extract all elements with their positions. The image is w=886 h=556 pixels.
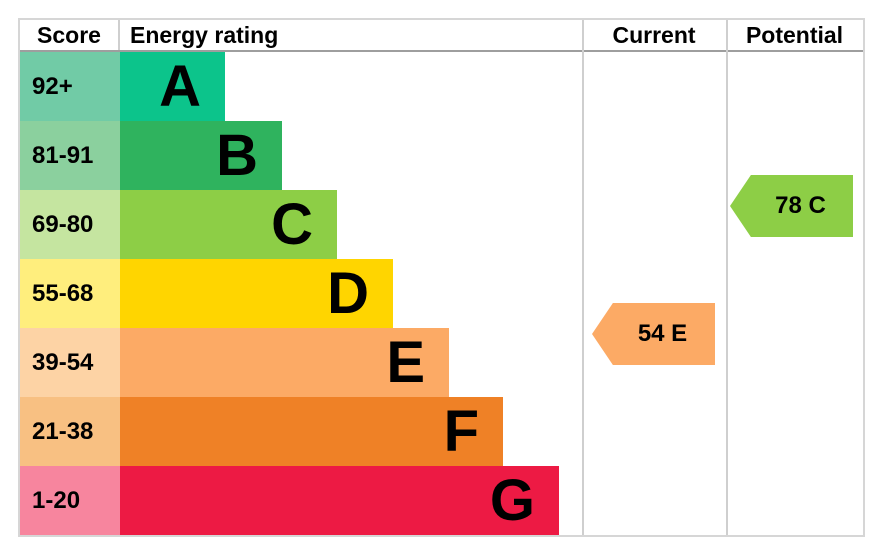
band-letter: F: [443, 398, 479, 464]
band-letter: G: [489, 467, 535, 533]
band-bar: D: [120, 259, 393, 328]
band-bar: A: [120, 52, 225, 121]
current-rating-arrow: 54 E: [592, 303, 715, 365]
band-bar: C: [120, 190, 337, 259]
band-score-cell: 1-20: [20, 466, 120, 535]
band-bar-area: A: [120, 52, 863, 121]
potential-column-header: Potential: [745, 22, 844, 48]
band-score-label: 55-68: [32, 279, 94, 307]
band-score-label: 81-91: [32, 141, 94, 169]
band-bar-area: D: [120, 259, 863, 328]
band-score-label: 39-54: [32, 348, 94, 376]
band-letter: C: [271, 191, 313, 257]
band-bar: F: [120, 397, 503, 466]
band-letter: A: [159, 53, 201, 119]
band-score-label: 92+: [32, 72, 73, 100]
band-score-label: 21-38: [32, 417, 94, 445]
epc-table: Score Energy rating Current Potential 92…: [18, 18, 865, 537]
score-column-header: Score: [20, 20, 120, 50]
band-letter: E: [386, 329, 425, 395]
band-score-label: 1-20: [32, 486, 81, 514]
band-score-cell: 81-91: [20, 121, 120, 190]
band-row-f: 21-38 F: [20, 397, 863, 466]
band-bar: E: [120, 328, 449, 397]
energy-rating-column-header: Energy rating: [130, 22, 279, 48]
band-bar: G: [120, 466, 559, 535]
band-bar: B: [120, 121, 282, 190]
current-column-header: Current: [612, 22, 696, 48]
band-bar-area: G: [120, 466, 863, 535]
current-rating-label: 54 E: [637, 320, 688, 347]
band-row-e: 39-54 E: [20, 328, 863, 397]
band-score-cell: 69-80: [20, 190, 120, 259]
band-letter: B: [216, 122, 258, 188]
band-score-label: 69-80: [32, 210, 94, 238]
band-row-a: 92+ A: [20, 52, 863, 121]
band-letter: D: [327, 260, 369, 326]
band-row-b: 81-91 B: [20, 121, 863, 190]
potential-rating-arrow: 78 C: [730, 175, 853, 237]
potential-column-divider: [726, 20, 728, 535]
band-score-cell: 55-68: [20, 259, 120, 328]
current-column-divider: [582, 20, 584, 535]
band-row-c: 69-80 C: [20, 190, 863, 259]
band-bar-area: F: [120, 397, 863, 466]
band-row-g: 1-20 G: [20, 466, 863, 535]
band-score-cell: 21-38: [20, 397, 120, 466]
band-bar-area: B: [120, 121, 863, 190]
bands-area: 92+ A 81-91 B: [20, 52, 863, 535]
band-score-cell: 92+: [20, 52, 120, 121]
band-bar-area: C: [120, 190, 863, 259]
band-bar-area: E: [120, 328, 863, 397]
potential-rating-label: 78 C: [775, 192, 826, 219]
band-row-d: 55-68 D: [20, 259, 863, 328]
header-row: Score Energy rating Current Potential: [20, 20, 863, 52]
band-score-cell: 39-54: [20, 328, 120, 397]
